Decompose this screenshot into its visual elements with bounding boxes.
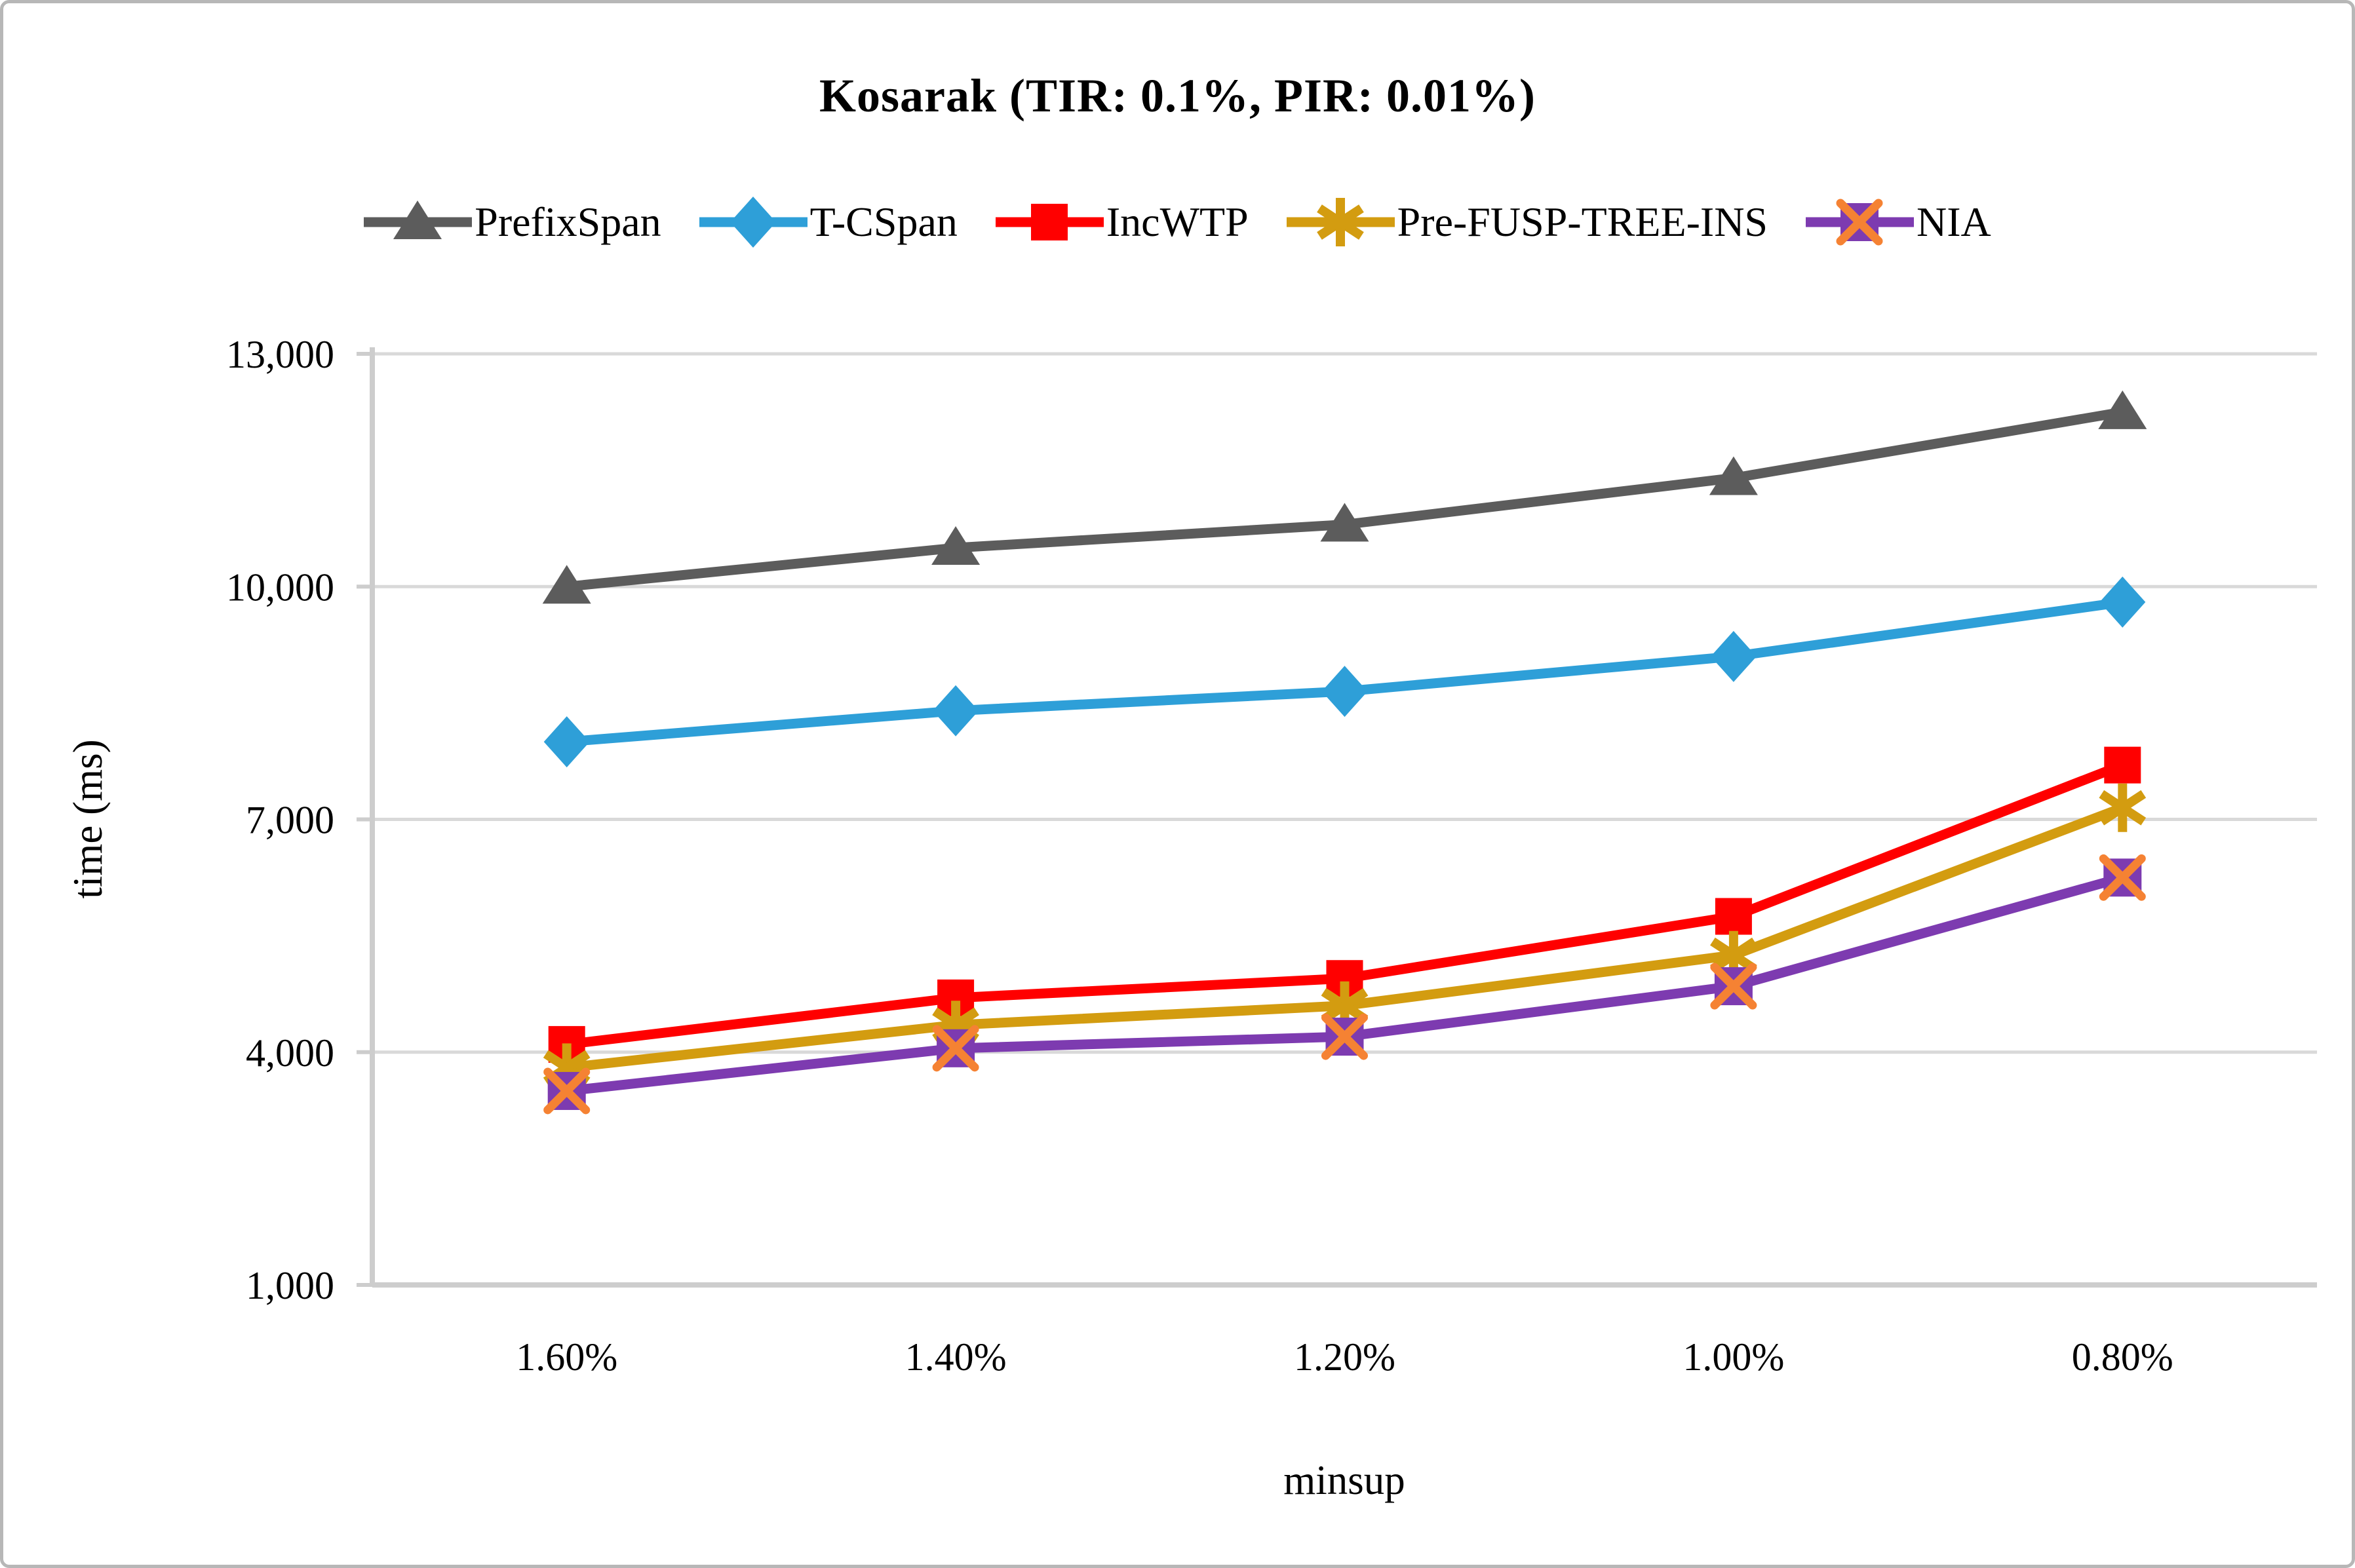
series-line-PrefixSpan [566,407,2124,592]
y-tick-label: 13,000 [226,333,334,376]
x-tick-label: 1.20% [1294,1335,1395,1379]
legend-marker-shape [1836,199,1883,246]
legend-marker-diamond-icon [699,197,808,248]
y-tick-label: 7,000 [246,799,334,842]
y-tick-label: 1,000 [246,1264,334,1307]
x-tick-label: 0.80% [2072,1335,2173,1379]
plot-area: 13,000 10,000 7,000 4,000 1,000 1.60% 1.40% 1.2… [65,333,2317,1503]
legend-item-T-CSpan: T-CSpan [699,192,958,252]
marker-asterisk [2099,790,2147,826]
marker-square [2104,746,2141,784]
legend-item-IncWTP: IncWTP [995,192,1249,252]
legend-marker-x-square-icon [1806,199,1915,246]
legend-label: PrefixSpan [475,199,661,245]
y-tick-label: 4,000 [246,1031,334,1075]
legend-marker-shape [1030,204,1068,240]
marker-triangle [1709,456,1758,495]
legend-item-PrefixSpan: PrefixSpan [364,192,661,252]
marker-x [1321,1013,1368,1060]
legend-marker-square-icon [995,204,1104,240]
y-tick-label: 10,000 [226,565,334,609]
marker-asterisk [1710,937,1757,973]
marker-diamond [933,685,979,736]
marker-diamond [1710,630,1757,682]
marker-x [543,1067,591,1115]
x-tick-label: 1.40% [905,1335,1007,1379]
legend-label: T-CSpan [809,199,958,245]
legend-label: Pre-FUSP-TREE-INS [1397,199,1768,245]
legend-label: NIA [1917,199,1991,245]
legend-marker-triangle-icon [364,201,473,239]
x-axis-title: minsup [1283,1457,1405,1503]
legend-item-NIA: NIA [1806,192,1991,252]
legend: PrefixSpan T-CSpan IncWTP Pre-FUSP-TREE-INS… [3,192,2352,252]
marker-asterisk [1321,987,1369,1023]
marker-x [2099,854,2146,901]
marker-triangle [2098,390,2147,429]
marker-square [1715,898,1752,935]
y-axis-title: time (ms) [65,739,111,898]
legend-marker-shape [393,201,442,239]
x-tick-label: 1.00% [1683,1335,1784,1379]
legend-marker-shape [730,197,776,248]
legend-label: IncWTP [1106,199,1249,245]
marker-x [932,1025,979,1072]
marker-x [1710,963,1757,1010]
chart-title: Kosarak (TIR: 0.1%, PIR: 0.01%) [819,69,1536,122]
x-tick-label: 1.60% [516,1335,617,1379]
marker-triangle [1320,503,1369,542]
marker-diamond [543,716,590,768]
marker-diamond [1321,666,1368,717]
marker-triangle [931,526,981,565]
legend-item-Pre-FUSP-TREE-INS: Pre-FUSP-TREE-INS [1286,192,1768,252]
legend-marker-asterisk-icon [1286,198,1395,246]
marker-triangle [542,565,591,604]
marker-diamond [2099,576,2146,628]
legend-marker-shape [1316,204,1364,240]
